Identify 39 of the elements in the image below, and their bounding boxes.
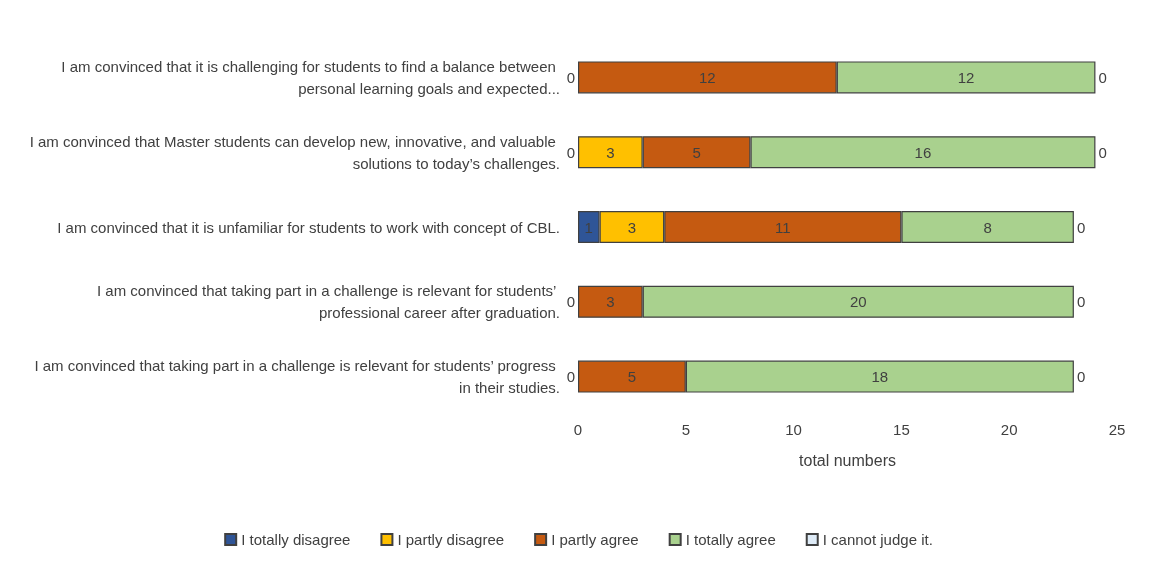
legend-label: I totally disagree [241, 531, 351, 548]
data-label: 8 [983, 218, 992, 236]
annotation: 0 [566, 368, 575, 386]
legend-label: I totally agree [685, 531, 776, 548]
annotation: 0 [1098, 68, 1107, 86]
y-tick-label: I am convinced that taking part in a challenge is relevant for students’ progress in their studies. [34, 357, 560, 397]
y-tick-label: I am convinced that Master students can develop new, innovative, and valuable solutions to today’s challenges. [29, 132, 560, 172]
x-tick-label: 20 [1000, 421, 1018, 438]
data-label: 12 [957, 68, 975, 86]
data-label: 12 [699, 68, 716, 86]
data-label: 20 [849, 293, 867, 311]
data-label: 16 [914, 143, 932, 161]
annotation: 0 [1098, 143, 1107, 161]
data-label: 1 [584, 218, 593, 236]
annotation: 0 [1076, 368, 1086, 386]
x-tick-label: 15 [893, 421, 910, 438]
x-tick-label: 0 [573, 421, 583, 438]
annotation: 0 [566, 143, 575, 161]
data-label: 3 [606, 293, 615, 311]
legend-label: I cannot judge it. [822, 531, 933, 548]
data-label: 3 [627, 218, 637, 236]
annotation: 0 [566, 68, 575, 86]
annotation: 0 [1076, 218, 1086, 236]
y-tick-label: I am convinced that it is unfamiliar for students to work with concept of CBL. [57, 218, 560, 236]
y-tick-label: I am convinced that it is challenging for students to find a balance between personal learning goals and expected... [61, 57, 560, 97]
annotation: 0 [1076, 293, 1086, 311]
data-label: 5 [627, 368, 637, 386]
y-tick-label: I am convinced that taking part in a challenge is relevant for students’ professional career after graduation. [96, 282, 560, 322]
x-tick-label: 10 [785, 421, 802, 438]
data-label: 11 [775, 218, 791, 236]
x-axis-title: total numbers [799, 451, 896, 469]
x-tick-label: 25 [1108, 421, 1126, 438]
legend-label: I partly agree [551, 531, 639, 548]
data-label: 18 [871, 368, 889, 386]
annotation: 0 [566, 293, 575, 311]
legend-label: I partly disagree [397, 531, 505, 548]
data-label: 5 [692, 143, 701, 161]
data-label: 3 [606, 143, 615, 161]
x-tick-label: 5 [681, 421, 690, 438]
